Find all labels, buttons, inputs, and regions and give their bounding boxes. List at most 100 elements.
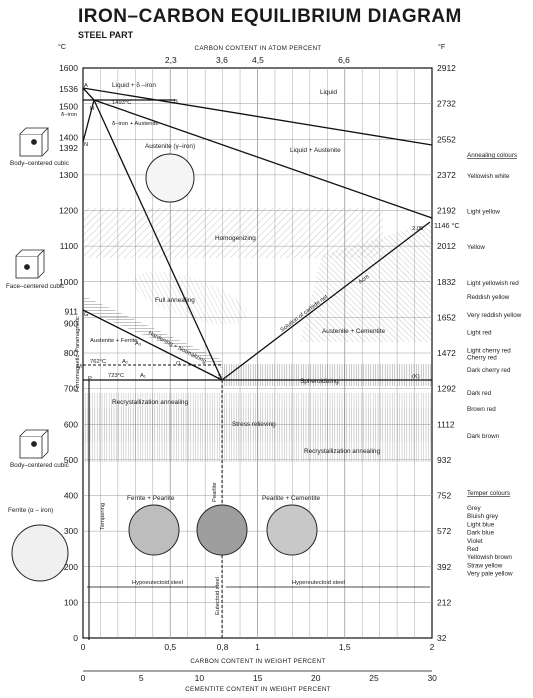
tick-fahrenheit: 2372	[437, 170, 456, 180]
left-unit: °C	[58, 42, 66, 51]
tick-cementite: 10	[195, 673, 205, 683]
label-t1493: 1493°C	[112, 100, 131, 106]
label-hardening: Hardening + Normalizing	[147, 330, 207, 364]
tick-fahrenheit: 572	[437, 526, 451, 536]
tick-celsius: 1000	[59, 277, 78, 287]
tick-weight: 1,5	[339, 642, 351, 652]
label-delta-iron: δ–iron	[61, 112, 77, 118]
tick-celsius: 200	[64, 562, 78, 572]
annealing-heading: Annealing colours	[467, 152, 517, 159]
tick-fahrenheit: 2912	[437, 63, 456, 73]
ferrite-pearlite-micro	[128, 504, 180, 556]
point-M: M	[77, 364, 82, 370]
recrystallization-zone-top	[84, 393, 432, 408]
annealing-colour-list: Yellowish white Light yellow Yellow Light y…	[467, 173, 522, 440]
label-paramagnetic: Paramagnetic	[75, 316, 81, 352]
annealing-colour-item: Light yellow	[467, 209, 500, 216]
tick-fahrenheit: 2552	[437, 134, 456, 144]
tick-fahrenheit: 932	[437, 455, 451, 465]
tick-celsius: 1392	[59, 143, 78, 153]
label-ferromagnetic: Ferromagnetic	[75, 355, 81, 392]
point-B: B	[174, 99, 178, 105]
right-unit: °F	[438, 42, 446, 51]
label-austenite-cementite: Austenite + Cementite	[322, 328, 386, 335]
label-austenite-ferrite: Austenite + Ferrite	[90, 338, 138, 344]
annealing-colour-item: Light red	[467, 330, 492, 337]
label-t1146: 1146 °C	[434, 221, 460, 230]
tick-celsius: 1400	[59, 132, 78, 142]
tick-weight: 0	[81, 642, 86, 652]
temper-colour-item: Grey	[467, 505, 481, 512]
temper-colour-item: Violet	[467, 538, 483, 545]
caption-fcc-text: Face–centered cubic	[6, 283, 64, 290]
tick-celsius: 300	[64, 526, 78, 536]
label-liquid-austenite: Liquid + Austenite	[290, 147, 341, 154]
annealing-colour-item: Very reddish yellow	[467, 312, 522, 319]
label-pearlite-cementite: Pearlite + Cementite	[262, 495, 321, 502]
tick-celsius: 911	[64, 306, 78, 316]
label-liquid: Liquid	[320, 89, 338, 96]
point-K: (K)	[412, 374, 420, 380]
annealing-colour-item: Dark red	[467, 390, 492, 397]
label-hyper: Hypereutectoid steel	[292, 580, 345, 586]
tick-fahrenheit: 1472	[437, 348, 456, 358]
tick-atom: 4,5	[252, 55, 264, 65]
temper-heading: Temper colours	[467, 490, 510, 497]
temper-colour-item: Light blue	[467, 521, 495, 528]
temper-colour-item: Straw yellow	[467, 562, 503, 569]
austenite-micro	[145, 153, 195, 203]
temper-colour-item: Very pale yellow	[467, 571, 513, 578]
point-S: S	[218, 374, 222, 380]
liquidus-line	[82, 87, 433, 146]
crystal-icons	[15, 127, 49, 459]
tick-fahrenheit: 1292	[437, 384, 456, 394]
temper-colour-item: Red	[467, 546, 479, 553]
annealing-colour-item: Light cherry red	[467, 347, 511, 354]
tick-fahrenheit: 1112	[437, 419, 455, 429]
tick-celsius: 1200	[59, 206, 78, 216]
tick-fahrenheit: 212	[437, 597, 451, 607]
tick-celsius: 0	[73, 633, 78, 643]
delta-boundary	[82, 87, 95, 143]
tick-celsius: 1100	[60, 241, 79, 251]
microstructures	[11, 153, 318, 582]
caption-bcc-bottom: Body–centered cubic	[10, 462, 69, 469]
bcc-cube-top-icon	[19, 127, 49, 157]
top-axis-title: CARBON CONTENT IN ATOM PERCENT	[195, 45, 322, 52]
annealing-colour-item: Yellowish white	[467, 173, 510, 180]
annealing-colour-item: Yellow	[467, 244, 485, 251]
tick-fahrenheit: 2732	[437, 99, 456, 109]
temper-colour-item: Yellowish brown	[467, 554, 512, 561]
label-t762: 762°C	[90, 359, 106, 365]
label-c205: 2,05	[412, 226, 423, 232]
label-hypo: Hypoeutectoid steel	[132, 580, 183, 586]
label-austenite-gamma: Austenite (γ–iron)	[145, 143, 195, 150]
fcc-cube-icon	[15, 249, 45, 279]
tick-weight: 2	[430, 642, 435, 652]
annealing-colour-item: Dark brown	[467, 433, 500, 440]
homogenizing-zone	[83, 208, 383, 258]
tick-cementite: 5	[139, 673, 144, 683]
tick-weight: 1	[255, 642, 260, 652]
label-spheroidizing: Spheroidizing	[300, 378, 339, 385]
tick-atom: 2,3	[165, 55, 177, 65]
label-tempering: Tempering	[100, 503, 106, 530]
label-recryst-top: Recrystallization annealing	[112, 399, 188, 406]
tick-celsius: 400	[64, 491, 78, 501]
ferrite-micro	[11, 524, 69, 582]
label-full-annealing: Full annealing	[155, 297, 195, 304]
diagram-title: IRON–CARBON EQUILIBRIUM DIAGRAM	[78, 6, 462, 27]
label-liquid-delta: Liquid + δ –iron	[112, 82, 156, 89]
point-O: O	[176, 361, 181, 367]
tick-fahrenheit: 1652	[437, 312, 456, 322]
label-homogenizing: Homogenizing	[215, 235, 256, 242]
label-acm: Acm	[358, 274, 371, 286]
pearlite-cementite-micro	[266, 504, 318, 556]
tick-cementite: 30	[427, 673, 437, 683]
tick-weight: 0,8	[217, 642, 229, 652]
tick-fahrenheit: 1832	[437, 277, 456, 287]
temper-colour-item: Dark blue	[467, 530, 494, 537]
tick-cementite: 0	[81, 673, 86, 683]
